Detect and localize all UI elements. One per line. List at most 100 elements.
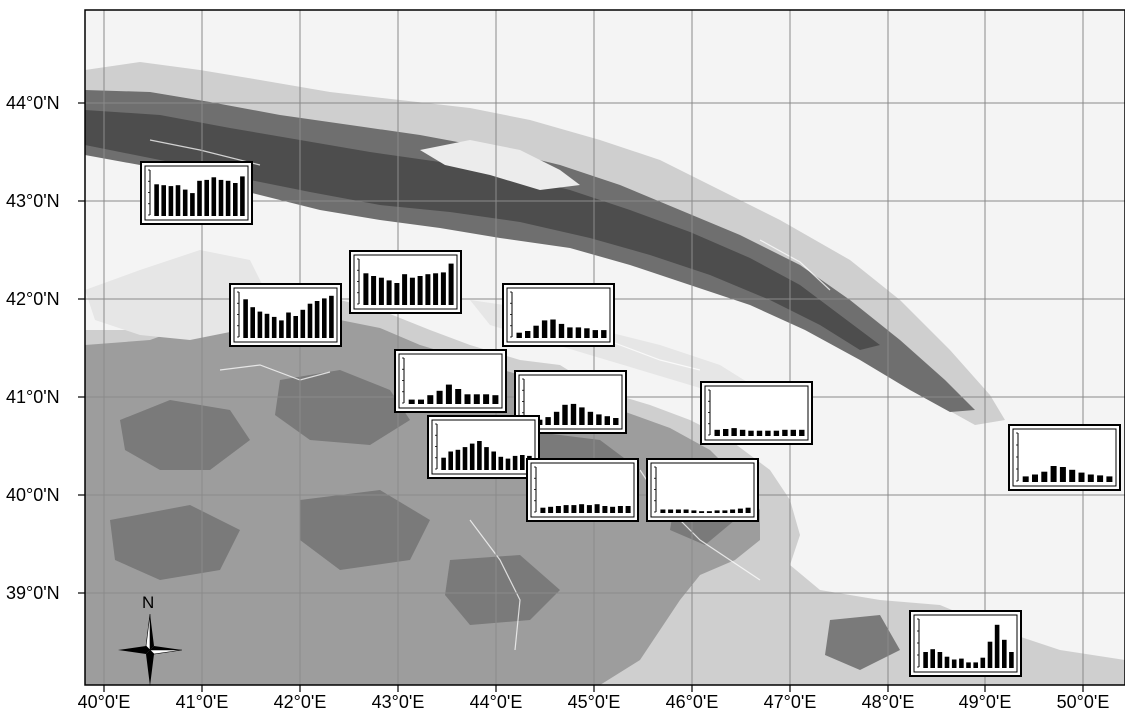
lat-label: 39°0'N bbox=[6, 583, 60, 603]
chart-bar bbox=[739, 429, 746, 436]
chart-bar bbox=[300, 309, 306, 338]
chart-bar bbox=[408, 399, 415, 404]
chart-bar bbox=[562, 404, 568, 425]
chart-frame bbox=[427, 415, 540, 479]
lat-label: 42°0'N bbox=[6, 289, 60, 309]
chart-bar bbox=[602, 506, 608, 513]
chart-bar bbox=[286, 312, 291, 338]
chart-bar bbox=[937, 652, 943, 668]
chart-bar bbox=[923, 652, 928, 668]
chart-bar bbox=[723, 429, 729, 436]
chart-bar bbox=[567, 327, 573, 338]
chart-bar bbox=[966, 662, 971, 668]
chart-bar bbox=[604, 416, 610, 425]
chart-bar bbox=[980, 657, 986, 668]
chart-bar bbox=[586, 505, 592, 513]
chart-bar bbox=[587, 411, 594, 425]
chart-bar bbox=[579, 504, 585, 513]
map-border bbox=[84, 9, 1125, 686]
chart-bar bbox=[675, 509, 681, 513]
chart-bar bbox=[558, 323, 565, 338]
chart-bar bbox=[951, 659, 957, 668]
chart-bar bbox=[575, 327, 582, 338]
chart-bar bbox=[455, 449, 461, 470]
chart-bar bbox=[448, 263, 454, 305]
chart-bar bbox=[279, 320, 284, 338]
chart-bar bbox=[477, 441, 482, 470]
chart-bar bbox=[204, 179, 209, 216]
lon-label: 48°0'E bbox=[861, 692, 915, 712]
chart-bar bbox=[417, 276, 423, 305]
station-chart-st4 bbox=[502, 283, 615, 347]
chart-bar bbox=[691, 510, 697, 513]
chart-bar bbox=[592, 330, 598, 338]
station-chart-st7 bbox=[427, 415, 540, 479]
chart-bar bbox=[469, 443, 475, 470]
chart-bar bbox=[322, 298, 327, 338]
chart-bar bbox=[1032, 474, 1038, 482]
chart-bar bbox=[436, 390, 443, 404]
chart-bar bbox=[799, 429, 805, 436]
chart-bar bbox=[571, 505, 577, 513]
chart-bar bbox=[579, 407, 585, 425]
station-chart-st11 bbox=[646, 458, 759, 522]
chart-inner-frame bbox=[353, 254, 458, 310]
station-chart-st1 bbox=[140, 161, 253, 225]
chart-bar bbox=[462, 447, 468, 470]
chart-bar bbox=[1078, 472, 1085, 482]
chart-bar bbox=[464, 394, 471, 404]
station-chart-st2 bbox=[229, 283, 342, 347]
chart-bar bbox=[987, 641, 993, 668]
north-arrow-icon bbox=[118, 613, 183, 686]
chart-bar bbox=[307, 303, 313, 338]
chart-bar bbox=[1106, 476, 1113, 482]
chart-bar bbox=[250, 307, 255, 338]
chart-bar bbox=[731, 428, 737, 436]
chart-bar bbox=[994, 624, 1000, 668]
chart-bar bbox=[699, 511, 705, 513]
chart-bar bbox=[190, 193, 195, 216]
chart-bar bbox=[540, 507, 546, 513]
chart-inner-frame bbox=[431, 419, 536, 475]
chart-bar bbox=[765, 430, 771, 436]
chart-bar bbox=[555, 506, 561, 513]
chart-bar bbox=[492, 395, 499, 404]
terrain-relief bbox=[85, 10, 1125, 685]
chart-bar bbox=[440, 272, 446, 305]
chart-bar bbox=[271, 316, 277, 338]
chart-inner-frame bbox=[704, 385, 809, 441]
chart-bar bbox=[257, 311, 263, 338]
chart-bar bbox=[154, 184, 159, 216]
chart-bar bbox=[425, 274, 431, 305]
chart-bar bbox=[594, 504, 600, 513]
chart-bar bbox=[402, 274, 408, 305]
lon-label: 47°0'E bbox=[763, 692, 817, 712]
station-charts bbox=[140, 161, 1121, 677]
chart-bar bbox=[773, 430, 780, 436]
chart-bar bbox=[211, 177, 217, 216]
station-chart-st10 bbox=[1008, 424, 1121, 491]
chart-bar bbox=[433, 273, 439, 305]
chart-bar bbox=[233, 183, 238, 216]
station-chart-st3 bbox=[349, 250, 462, 314]
chart-bar bbox=[371, 276, 377, 305]
chart-bar bbox=[427, 395, 434, 404]
chart-bar bbox=[944, 656, 950, 668]
chart-bar bbox=[161, 185, 166, 216]
peak-zone bbox=[85, 110, 880, 350]
chart-inner-frame bbox=[650, 462, 755, 518]
chart-bar bbox=[1050, 466, 1057, 482]
chart-bar bbox=[293, 316, 298, 338]
chart-bar bbox=[516, 332, 522, 338]
chart-bar bbox=[714, 429, 720, 436]
chart-bar bbox=[491, 451, 496, 470]
chart-bar bbox=[445, 384, 452, 404]
chart-bar bbox=[756, 430, 763, 436]
chart-bar bbox=[790, 429, 796, 436]
chart-bar bbox=[930, 649, 935, 668]
axis-ticks bbox=[78, 102, 1084, 692]
northern-plain bbox=[420, 140, 580, 190]
chart-bar bbox=[714, 510, 720, 513]
lon-label: 40°0'E bbox=[77, 692, 131, 712]
